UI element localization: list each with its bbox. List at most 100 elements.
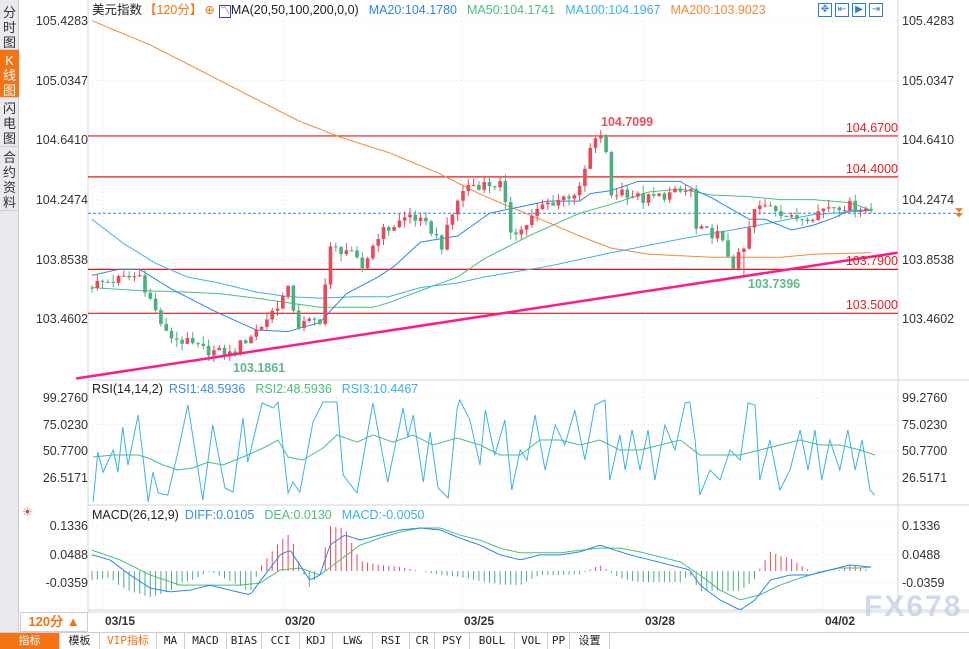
toolbar-item[interactable]: BIAS [227,633,262,649]
toolbar-item[interactable]: MA [157,633,185,649]
zoom-range-icon[interactable]: ⇤ [835,3,849,17]
candle-body [694,189,698,229]
current-price-marker-icon [955,208,963,218]
price-axis-label-right: 104.6410 [902,133,955,148]
candle-body [302,320,306,328]
candle-body [217,347,221,351]
ma20-line [91,180,872,333]
rsi-axis-label-left: 26.5171 [42,470,88,485]
candle-body [328,246,333,285]
toolbar-item[interactable]: BOLL [470,633,515,649]
tab-time-chart[interactable]: 分时图 [0,2,19,50]
toolbar-item[interactable]: PP [548,633,570,649]
candle-body [137,275,142,277]
tab-flash-chart[interactable]: 闪电图 [0,98,19,147]
toolbar-item[interactable]: 设置 [570,633,610,649]
candle-body [143,275,147,293]
price-axis-label-left: 105.4283 [35,14,88,28]
level-label: 103.7900 [845,254,898,269]
tab-contract-info[interactable]: 合约资料 [0,147,19,211]
toolbar-item[interactable]: VIP指标 [100,633,157,649]
candle-body [249,336,253,344]
candle-body [455,200,460,215]
candle-body [429,221,433,234]
settings-sun-icon[interactable]: ☀ [22,505,33,519]
play-forward-icon[interactable]: ▶ [852,3,866,17]
toolbar-item[interactable]: VOL [515,633,548,649]
dea-line [91,527,872,601]
period-selector[interactable]: 120分 ▲ [20,612,88,632]
candle-body [434,233,439,236]
candle-body [758,205,762,210]
candle-body [577,185,582,196]
toolbar-item[interactable]: 指标 [0,633,60,649]
macd-axis-label-right: 0.1336 [902,519,941,534]
candle-body [588,147,592,169]
crosshair-move-icon[interactable]: ✥ [818,3,832,17]
trendline [75,251,898,380]
price-axis-label-left: 104.6410 [35,133,88,148]
candle-body [132,276,137,278]
candle-body [339,247,343,255]
candle-body [498,181,502,188]
symbol-name: 美元指数 [92,3,143,17]
candle-body [816,211,820,220]
indicator-toolbar: 指标 模板 VIP指标 MA MACD BIAS CCI KDJ LW& RSI CR PSY BOLL… [0,632,969,649]
candle-body [556,200,561,206]
candle-body [233,351,237,354]
candle-body [323,284,327,324]
toolbar-item[interactable]: 模板 [60,633,100,649]
indicator-chart-icon[interactable]: 〽 [218,5,231,18]
candle-body [641,193,645,203]
candle-body [869,208,873,211]
time-axis-label: 03/25 [464,614,495,628]
rsi-axis-label-left: 50.7700 [42,444,88,459]
rsi3-value: RSI3:10.4467 [341,382,419,396]
candle-body [349,250,354,252]
price-axis-label-right: 105.4283 [902,14,955,28]
toolbar-item[interactable]: CCI [262,633,300,649]
toolbar-item[interactable]: MACD [185,633,227,649]
candle-body [540,204,545,209]
candle-body [508,202,513,233]
macd-title: MACD(26,12,9) [92,508,179,522]
ma100-line [91,209,872,299]
candle-body [524,225,529,230]
ma200-line [91,20,872,258]
candle-body [365,258,370,269]
sidebar: 分时图 K线图 闪电图 合约资料 [0,0,19,632]
candle-body [413,214,418,221]
toolbar-item[interactable]: LW& [333,633,373,649]
level-label: 104.6700 [845,120,898,135]
tab-kline-chart[interactable]: K线图 [0,50,19,98]
candle-body [402,217,407,221]
candle-body [630,196,635,198]
candle-body [164,323,168,331]
candle-body [636,193,640,197]
rsi1-line [92,398,876,503]
candle-body [742,248,746,252]
macd-legend: MACD(26,12,9) DIFF:0.0105 DEA:0.0130 MACD:-… [92,508,434,523]
candle-body [561,196,566,201]
rsi-legend: RSI(14,14,2) RSI1:48.5936 RSI2:48.5936 RSI3… [92,382,428,397]
candle-body [789,215,794,217]
candle-body [848,200,852,211]
candle-body [95,280,100,288]
candle-body [811,219,815,222]
toolbar-item[interactable]: PSY [435,633,470,649]
toolbar-item[interactable]: KDJ [300,633,333,649]
candle-body [440,235,444,250]
jump-latest-icon[interactable]: ⇥ [869,3,883,17]
rsi2-value: RSI2:48.5936 [255,382,332,396]
candle-body [593,138,598,148]
toolbar-item[interactable]: CR [410,633,435,649]
crosshair-icon[interactable]: ⊕ [204,3,215,17]
candle-body [344,250,349,255]
ma20-value: MA20:104.1780 [368,3,457,17]
candle-body [662,193,667,200]
rsi1-value: RSI1:48.5936 [168,382,246,396]
toolbar-item[interactable]: RSI [373,633,410,649]
candle-body [805,219,810,222]
candle-body [169,330,174,339]
